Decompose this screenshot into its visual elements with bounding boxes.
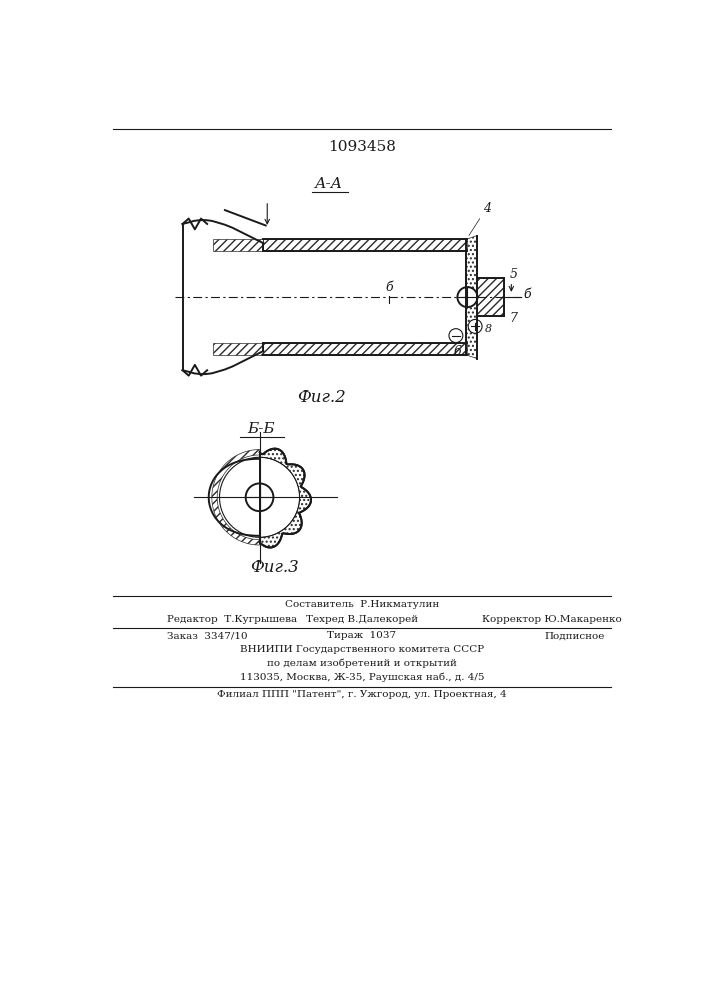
Circle shape xyxy=(468,319,482,333)
Text: 113035, Москва, Ж-35, Раушская наб., д. 4/5: 113035, Москва, Ж-35, Раушская наб., д. … xyxy=(240,673,484,682)
Polygon shape xyxy=(220,457,300,537)
Text: Составитель  Р.Никматулин: Составитель Р.Никматулин xyxy=(285,600,439,609)
Text: А-А: А-А xyxy=(315,177,343,191)
Text: б: б xyxy=(524,288,531,301)
Text: по делам изобретений и открытий: по делам изобретений и открытий xyxy=(267,659,457,668)
Circle shape xyxy=(246,483,274,511)
Text: Техред В.Далекорей: Техред В.Далекорей xyxy=(306,615,418,624)
Text: 1093458: 1093458 xyxy=(328,140,396,154)
Text: 6: 6 xyxy=(453,345,462,358)
Text: 5: 5 xyxy=(510,267,518,280)
Circle shape xyxy=(449,329,463,343)
Text: Редактор  Т.Кугрышева: Редактор Т.Кугрышева xyxy=(167,615,297,624)
Text: б: б xyxy=(385,281,392,294)
Text: 7: 7 xyxy=(510,312,518,325)
Text: Фиг.2: Фиг.2 xyxy=(297,389,346,406)
Text: 4: 4 xyxy=(483,202,491,215)
Text: 8: 8 xyxy=(484,324,491,334)
Text: Корректор Ю.Макаренко: Корректор Ю.Макаренко xyxy=(482,615,622,624)
Text: Заказ  3347/10: Заказ 3347/10 xyxy=(167,631,247,640)
Text: Филиал ППП "Патент", г. Ужгород, ул. Проектная, 4: Филиал ППП "Патент", г. Ужгород, ул. Про… xyxy=(217,690,507,699)
Text: Подписное: Подписное xyxy=(544,631,604,640)
Text: Б-Б: Б-Б xyxy=(247,422,275,436)
Text: Тираж  1037: Тираж 1037 xyxy=(327,631,397,640)
Circle shape xyxy=(457,287,477,307)
Text: ВНИИПИ Государственного комитета СССР: ВНИИПИ Государственного комитета СССР xyxy=(240,645,484,654)
Text: Фиг.3: Фиг.3 xyxy=(250,559,299,576)
